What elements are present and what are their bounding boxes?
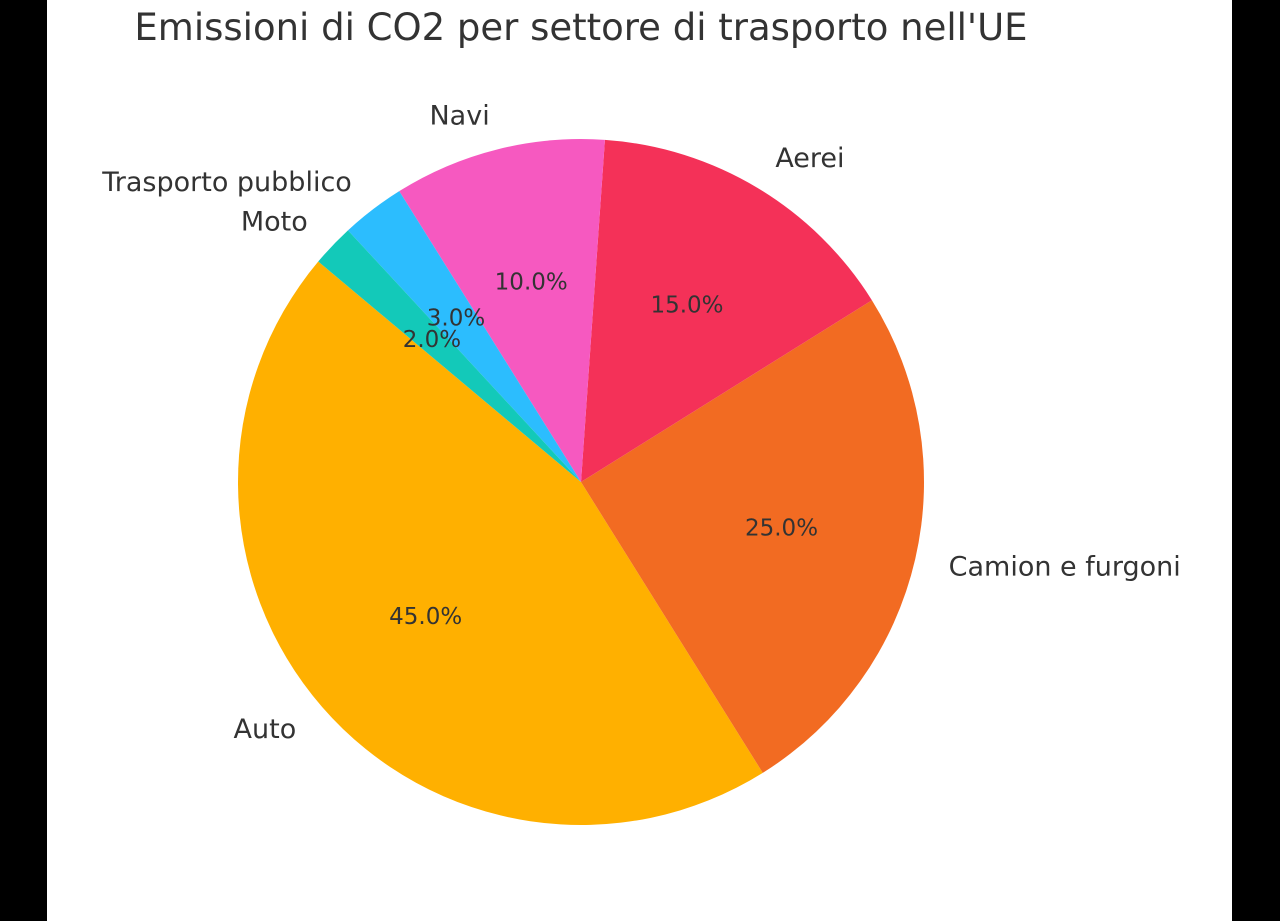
- slice-label: Trasporto pubblico: [101, 167, 352, 198]
- slice-label: Aerei: [775, 143, 844, 174]
- slice-percent-label: 3.0%: [427, 306, 485, 332]
- slice-label: Auto: [234, 714, 297, 745]
- slice-label: Navi: [429, 100, 489, 131]
- slice-percent-label: 45.0%: [389, 604, 462, 630]
- slice-percent-label: 25.0%: [745, 515, 818, 541]
- slice-percent-label: 10.0%: [495, 269, 568, 295]
- pie-slice-navi: [399, 139, 605, 482]
- chart-title: Emissioni di CO2 per settore di trasport…: [134, 6, 1027, 49]
- pie-slice-auto: [238, 261, 763, 825]
- slice-percent-label: 2.0%: [403, 327, 461, 353]
- slice-label: Camion e furgoni: [949, 551, 1181, 582]
- pie-slice-camion-e-furgoni: [581, 300, 925, 773]
- pie-slice-trasporto-pubblico: [347, 191, 581, 482]
- slice-percent-label: 15.0%: [650, 293, 723, 319]
- pie-slice-moto: [318, 230, 581, 482]
- slice-label: Moto: [241, 206, 308, 237]
- pie-slice-aerei: [581, 139, 872, 483]
